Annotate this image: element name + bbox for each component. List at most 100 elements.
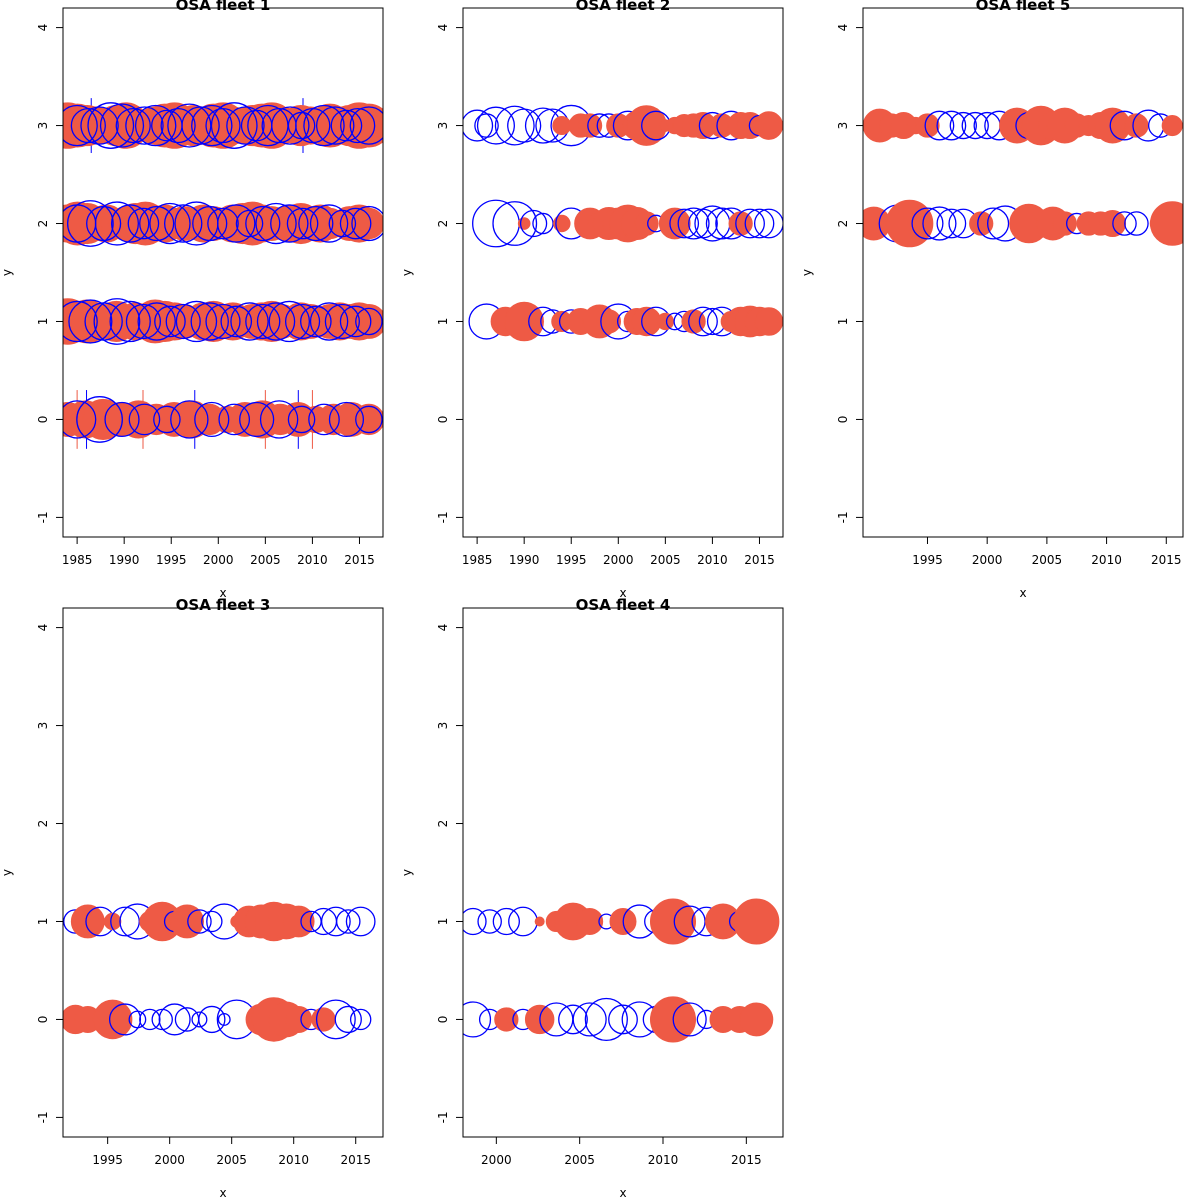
residual-bubble-negative	[239, 401, 275, 438]
y-tick-label: 1	[36, 918, 50, 926]
residual-bubble-negative	[477, 909, 502, 934]
x-tick-label: 2000	[481, 1153, 512, 1167]
panel-title: OSA fleet 3	[176, 596, 271, 614]
y-axis-label: y	[400, 869, 414, 876]
residual-bubble-negative	[298, 205, 334, 242]
residual-bubble-negative	[110, 204, 150, 243]
residual-bubble-positive	[92, 999, 133, 1040]
residual-bubble-positive	[70, 904, 105, 939]
residual-bubble-negative	[115, 107, 151, 144]
residual-bubble-positive	[1124, 113, 1149, 138]
residual-bubble-negative	[153, 405, 181, 434]
residual-bubble-negative	[205, 107, 241, 144]
residual-bubble-negative	[210, 102, 258, 149]
residual-bubble-negative	[207, 207, 239, 240]
residual-bubble-negative	[128, 1010, 147, 1029]
y-tick-label: -1	[836, 511, 850, 523]
y-tick-label: 3	[436, 122, 450, 130]
residual-bubble-negative	[735, 208, 765, 239]
plot-area	[63, 98, 383, 449]
y-tick-label: 1	[436, 318, 450, 326]
y-axis-label: y	[0, 269, 14, 276]
residual-bubble-negative	[472, 199, 520, 248]
x-tick-label: 1990	[109, 553, 140, 567]
residual-bubble-negative	[201, 910, 223, 933]
residual-bubble-negative	[194, 401, 230, 438]
y-tick-label: 4	[836, 24, 850, 32]
residual-bubble-negative	[190, 302, 229, 341]
x-tick-label: 2010	[297, 553, 328, 567]
y-tick-label: -1	[436, 511, 450, 523]
residual-bubble-negative	[309, 302, 349, 341]
residual-bubble-negative	[977, 207, 1010, 240]
residual-bubble-negative	[744, 208, 775, 239]
residual-bubble-negative	[463, 1001, 492, 1038]
residual-bubble-negative	[463, 109, 494, 142]
residual-bubble-negative	[63, 104, 98, 147]
residual-bubble-negative	[494, 105, 535, 146]
panel-1: 1985 1990 1995 2000 2005 2010 2015 -1 0 1 2 3 4 OSA f…	[0, 0, 384, 600]
x-tick-label: 2005	[564, 1153, 595, 1167]
residual-bubble-negative	[256, 302, 296, 341]
x-tick-label: 2010	[278, 1153, 309, 1167]
residual-bubble-negative	[271, 106, 310, 145]
residual-bubble-negative	[922, 206, 957, 241]
panel-2: 1985 1990 1995 2000 2005 2010 2015 -1 0 1 2 3 4 OSA f…	[400, 0, 784, 600]
residual-bubble-positive	[552, 116, 572, 136]
residual-bubble-negative	[139, 205, 175, 242]
y-tick-label: 2	[36, 820, 50, 828]
residual-bubble-negative	[349, 106, 383, 145]
residual-bubble-negative	[80, 106, 119, 145]
residual-bubble-negative	[340, 107, 376, 144]
residual-bubble-negative	[492, 201, 538, 246]
residual-bubble-negative	[330, 109, 363, 142]
residual-bubble-positive	[351, 304, 383, 339]
residual-bubble-negative	[320, 906, 351, 937]
residual-bubble-negative	[949, 111, 977, 140]
residual-bubble-negative	[134, 104, 177, 147]
residual-bubble-negative	[220, 305, 253, 338]
residual-bubble-negative	[308, 403, 340, 436]
residual-bubble-positive	[353, 403, 383, 436]
residual-bubble-positive	[504, 301, 544, 342]
residual-bubble-negative	[160, 107, 196, 144]
residual-bubble-negative	[303, 104, 345, 147]
x-tick-label: 2000	[203, 553, 234, 567]
y-tick-label: 2	[436, 820, 450, 828]
residual-bubble-negative	[673, 905, 706, 938]
residual-bubble-negative	[1124, 211, 1149, 236]
residual-bubble-positive	[733, 898, 780, 945]
residual-bubble-negative	[230, 302, 269, 341]
residual-bubble-negative	[163, 204, 203, 243]
x-tick-label: 2005	[250, 553, 281, 567]
residual-bubble-negative	[309, 204, 349, 243]
y-tick-label: 4	[436, 624, 450, 632]
x-tick-label: 1990	[509, 553, 540, 567]
x-tick-label: 2015	[340, 1153, 371, 1167]
y-tick-label: 0	[836, 416, 850, 424]
x-tick-label: 2005	[216, 1153, 247, 1167]
residual-bubble-negative	[339, 305, 372, 338]
x-tick-label: 1995	[912, 553, 943, 567]
residual-bubble-negative	[109, 300, 151, 343]
residual-bubble-positive	[634, 211, 659, 236]
residual-bubble-negative	[532, 212, 554, 235]
residual-bubble-negative	[328, 209, 357, 238]
y-tick-label: 1	[836, 318, 850, 326]
y-tick-label: 2	[436, 220, 450, 228]
residual-bubble-negative	[139, 1008, 161, 1031]
residual-bubble-negative	[608, 1004, 638, 1035]
residual-bubble-positive	[1150, 201, 1183, 246]
residual-bubble-negative	[205, 303, 241, 340]
residual-bubble-negative	[284, 303, 321, 340]
x-tick-label: 1995	[92, 1153, 123, 1167]
residual-bubble-negative	[558, 1004, 588, 1035]
residual-bubble-negative	[154, 305, 186, 338]
residual-bubble-negative	[474, 113, 499, 138]
residual-bubble-negative	[672, 1002, 707, 1037]
residual-bubble-negative	[167, 103, 212, 148]
residual-bubble-negative	[572, 1002, 607, 1037]
plot-frame	[462, 7, 784, 538]
y-tick-label: 3	[36, 722, 50, 730]
residual-bubble-positive	[969, 211, 994, 236]
